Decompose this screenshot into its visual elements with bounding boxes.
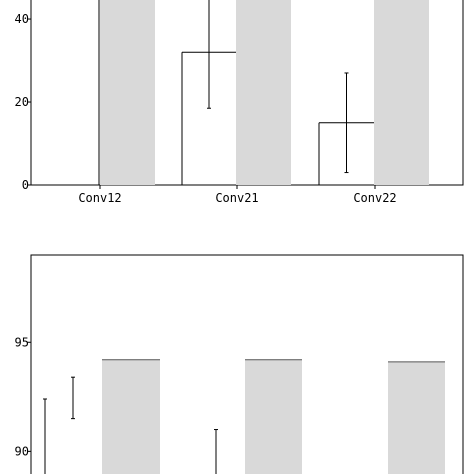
- y-tick-label: 0: [22, 178, 29, 192]
- y-tick-label: 90: [15, 444, 29, 458]
- x-tick-label: Conv22: [353, 191, 396, 205]
- bar: [245, 359, 302, 474]
- x-tick-label: Conv21: [215, 191, 258, 205]
- y-tick-label: 40: [15, 12, 29, 26]
- y-tick-label: 20: [15, 95, 29, 109]
- x-tick-label: Conv12: [78, 191, 121, 205]
- bar: [236, 0, 291, 185]
- bar: [374, 0, 429, 185]
- plot-frame: [30, 254, 464, 474]
- bar: [100, 0, 155, 185]
- chart-panel-1: 0 20 40 Conv12 Conv21 Conv22: [15, 0, 464, 205]
- bar: [102, 359, 160, 474]
- chart-panel-2: 90 95: [15, 254, 464, 474]
- bar: [388, 361, 445, 474]
- y-tick-label: 95: [15, 335, 29, 349]
